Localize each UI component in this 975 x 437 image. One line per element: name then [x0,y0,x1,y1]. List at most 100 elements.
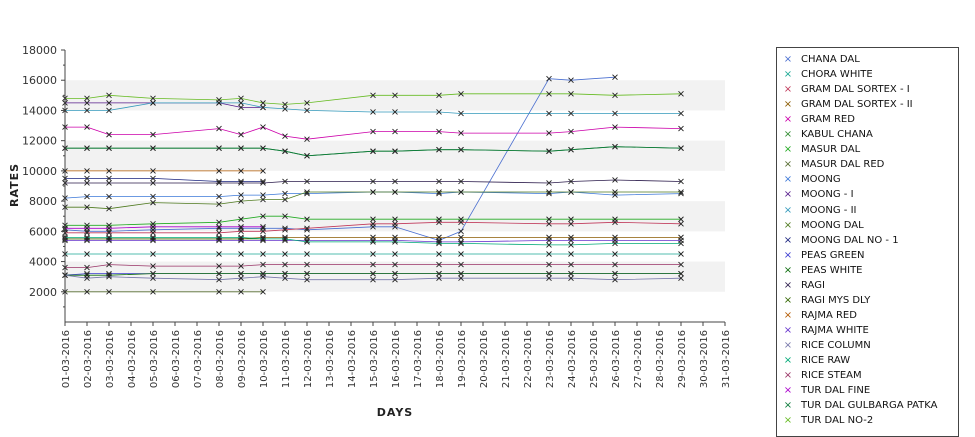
data-point [150,230,156,236]
data-point [282,148,288,155]
x-tick-label: 21-03-2016 [501,330,512,388]
data-point [150,180,156,186]
data-point [568,216,574,223]
x-tick-label: 02-03-2016 [83,330,94,388]
data-point [568,275,574,281]
data-point [238,223,244,230]
data-point [260,223,266,230]
data-point [458,261,464,268]
series-layer [62,74,684,295]
data-point [238,145,244,152]
legend-item: × RAGI [781,278,825,293]
data-point [458,146,464,153]
data-point [392,216,398,223]
y-tick-label: 2000 [29,286,57,299]
data-point [458,270,464,277]
x-tick-label: 12-03-2016 [303,330,314,388]
data-point [458,91,464,97]
data-point [458,275,464,281]
legend-item: × TUR DAL NO-2 [781,413,873,428]
legend-label: MOONG DAL NO - 1 [801,234,899,246]
data-point [304,100,310,106]
data-point [568,128,574,135]
series-tur-dal-no-2 [62,91,684,108]
series-gram-red [62,124,684,142]
data-point [216,276,222,283]
data-point [568,261,574,268]
data-point [392,261,398,268]
data-point [150,251,156,257]
data-point [238,216,244,223]
x-tick-label: 23-03-2016 [545,330,556,388]
data-point [370,276,376,283]
data-point [568,251,574,257]
legend-marker-icon: × [783,309,793,321]
series-rajma-white [62,237,684,245]
x-tick-label: 29-03-2016 [677,330,688,388]
y-tick-label: 10000 [22,165,57,178]
series-moong-ii [62,100,684,117]
data-point [150,168,156,174]
data-point [370,109,376,115]
data-point [678,270,684,277]
data-point [612,177,618,183]
data-point [260,261,266,268]
y-tick-label: 18000 [22,44,57,57]
data-point [282,106,288,112]
data-point [436,234,442,241]
legend-item: × GRAM DAL SORTEX - II [781,97,913,112]
data-point [678,178,684,185]
data-point [370,261,376,268]
data-point [238,251,244,257]
data-point [392,251,398,257]
data-point [282,133,288,139]
data-point [304,178,310,185]
y-axis-label: RATES [8,163,21,207]
legend-label: GRAM DAL SORTEX - I [801,84,910,96]
legend-label: CHANA DAL [801,54,860,65]
data-point [216,168,222,174]
legend-label: RAGI MYS DLY [801,294,871,306]
data-point [436,178,442,185]
legend-marker-icon: × [783,54,793,65]
data-point [150,288,156,295]
data-point [84,204,90,210]
data-point [84,225,90,232]
data-point [84,180,90,186]
data-point [458,110,464,117]
data-point [304,225,310,232]
data-point [282,190,288,197]
data-point [436,128,442,135]
data-point [150,193,156,200]
data-point [238,104,244,111]
data-point [106,205,112,212]
data-point [304,189,310,195]
data-point [304,152,310,159]
data-point [150,100,156,106]
data-point [216,125,222,132]
data-point [282,227,288,233]
data-point [612,251,618,257]
legend-marker-icon: × [783,234,793,246]
data-point [150,263,156,269]
series-rajma-red [62,168,266,174]
data-point [436,92,442,99]
data-point [612,240,618,247]
data-point [106,131,112,138]
data-point [392,92,398,99]
data-point [216,97,222,103]
legend-label: TUR DAL FINE [801,385,871,397]
data-point [436,189,442,195]
data-point [84,124,90,130]
legend-item: × MOONG DAL NO - 1 [781,233,899,248]
legend-marker-icon: × [783,114,793,126]
x-tick-label: 03-03-2016 [105,330,116,388]
series-moong [62,189,684,201]
legend-marker-icon: × [783,69,793,81]
data-point [678,275,684,281]
data-point [84,168,90,174]
axes: 2000 4000 6000 8000 10000 12000 14000 16000 1800… [22,44,732,388]
data-point [568,242,574,248]
legend-item: × CHANA DAL [781,52,860,67]
x-tick-label: 17-03-2016 [413,330,424,388]
